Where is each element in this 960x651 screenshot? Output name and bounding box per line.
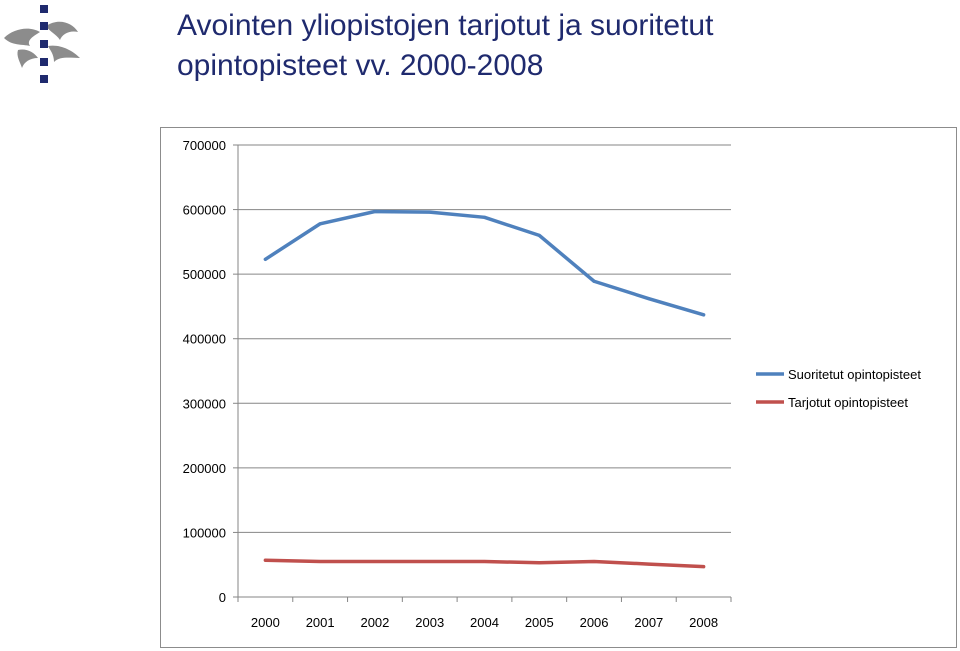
data-point xyxy=(592,279,596,283)
y-tick-label: 100000 xyxy=(183,525,226,540)
x-tick-label: 2004 xyxy=(470,615,499,630)
axes xyxy=(233,144,732,602)
page-title-line2: opintopisteet vv. 2000-2008 xyxy=(177,49,544,82)
data-point xyxy=(318,559,322,563)
data-point xyxy=(537,561,541,565)
y-tick-label: 400000 xyxy=(183,332,226,347)
page-title: Avointen yliopistojen tarjotut ja suorit… xyxy=(177,6,937,86)
legend-label: Suoritetut opintopisteet xyxy=(788,367,921,382)
data-point xyxy=(263,558,267,562)
data-point xyxy=(592,559,596,563)
y-tick-label: 200000 xyxy=(183,461,226,476)
legend: Suoritetut opintopisteet Tarjotut opintop… xyxy=(756,367,921,410)
y-tick-label: 700000 xyxy=(183,138,226,153)
series-line-0 xyxy=(263,209,706,317)
x-tick-label: 2005 xyxy=(525,615,554,630)
x-tick-label: 2001 xyxy=(306,615,335,630)
y-tick-label: 500000 xyxy=(183,267,226,282)
data-point xyxy=(647,562,651,566)
data-point xyxy=(702,565,706,569)
chart-frame xyxy=(160,127,957,648)
data-point xyxy=(428,210,432,214)
legend-label: Tarjotut opintopisteet xyxy=(788,395,908,410)
x-tick-label: 2007 xyxy=(634,615,663,630)
data-point xyxy=(702,313,706,317)
y-tick-label: 300000 xyxy=(183,396,226,411)
y-tick-labels: 0 100000 200000 300000 400000 500000 600000 700… xyxy=(183,138,226,605)
data-point xyxy=(483,215,486,219)
data-point xyxy=(428,559,432,563)
data-point xyxy=(318,222,322,226)
data-point xyxy=(373,559,377,563)
data-point xyxy=(647,297,651,301)
data-point xyxy=(483,559,486,563)
x-tick-label: 2002 xyxy=(360,615,389,630)
series-lines xyxy=(263,209,706,569)
x-tick-label: 2003 xyxy=(415,615,444,630)
x-tick-label: 2008 xyxy=(689,615,718,630)
gridlines xyxy=(238,144,731,533)
page-title-line1: Avointen yliopistojen tarjotut ja suorit… xyxy=(177,9,714,42)
y-tick-label: 600000 xyxy=(183,203,226,218)
y-tick-label: 0 xyxy=(219,590,226,605)
data-point xyxy=(373,210,377,214)
data-point xyxy=(537,233,541,237)
x-tick-labels: 2000 2001 2002 2003 2004 2005 2006 2007 2008 xyxy=(251,615,718,630)
data-point xyxy=(263,257,267,261)
x-tick-label: 2006 xyxy=(580,615,609,630)
university-flame-logo-icon xyxy=(4,5,80,83)
x-tick-label: 2000 xyxy=(251,615,280,630)
